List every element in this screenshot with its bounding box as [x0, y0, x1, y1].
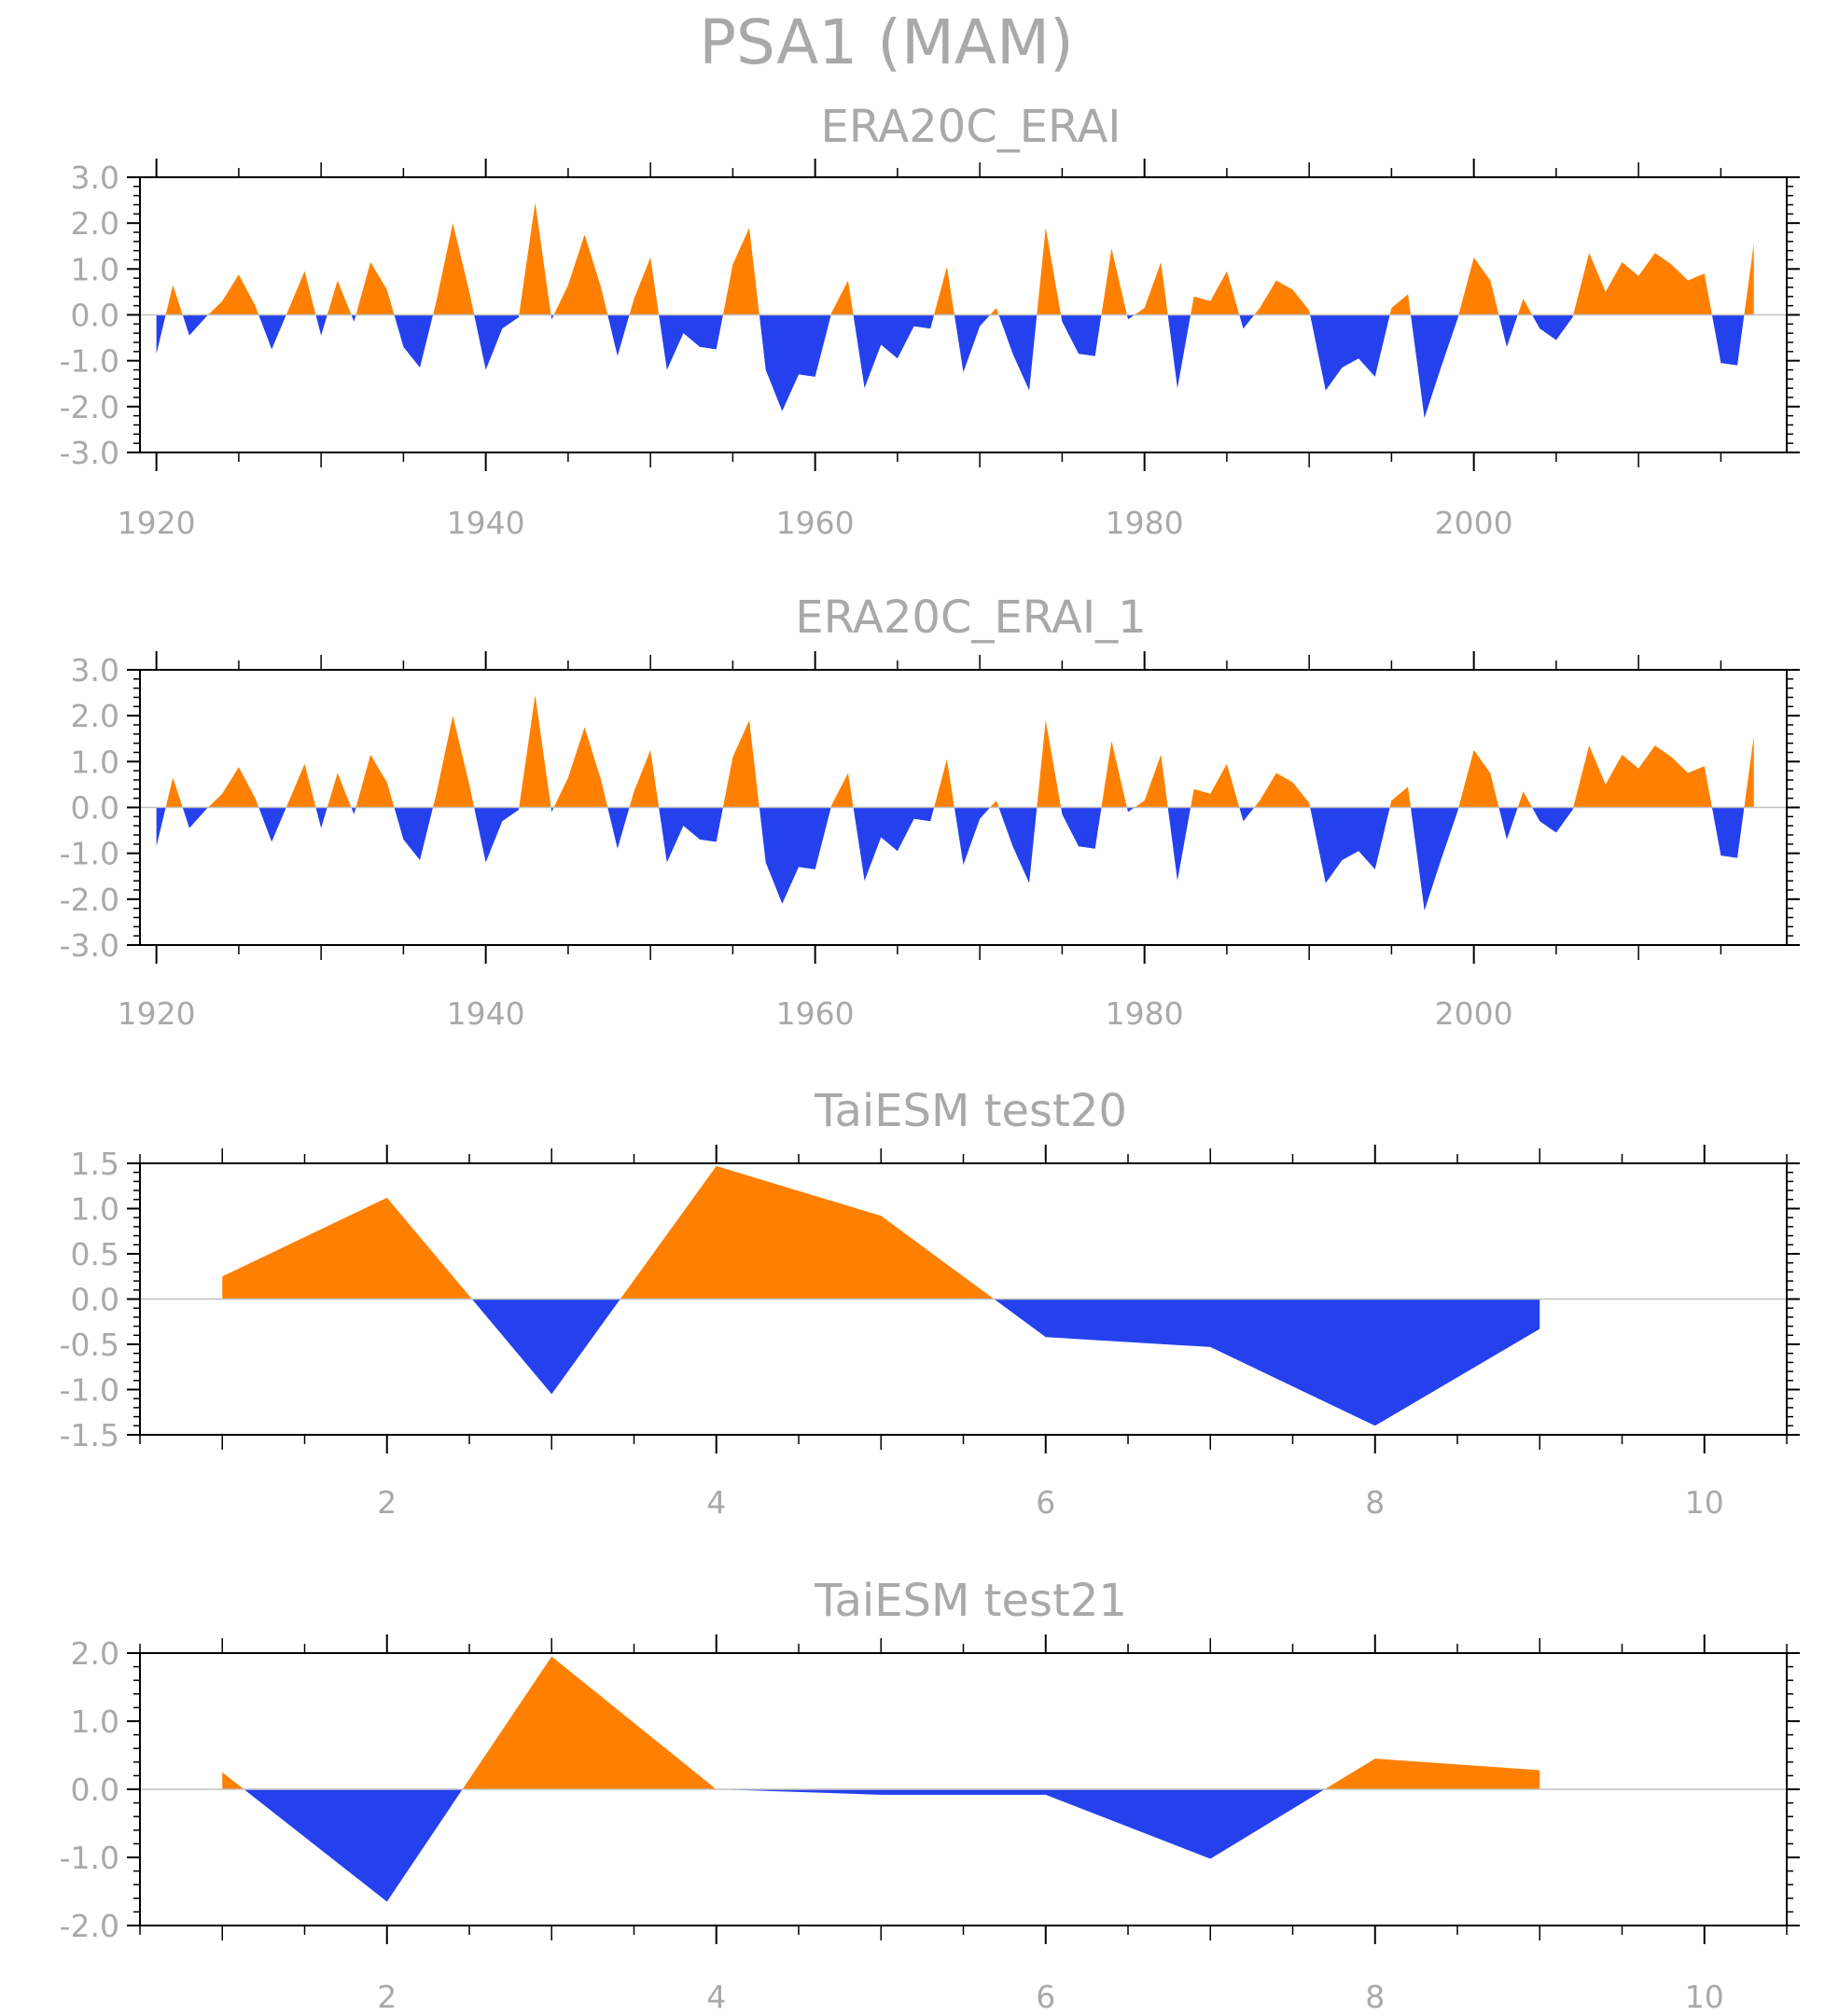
- x-tick-label: 1960: [776, 995, 855, 1032]
- chart-title: TaiESM test21: [814, 1575, 1127, 1627]
- y-tick-label: 0.0: [71, 790, 119, 827]
- y-tick-label: -2.0: [60, 1908, 119, 1944]
- x-tick-label: 2: [377, 1979, 397, 2012]
- y-tick-label: -1.0: [60, 1840, 119, 1876]
- y-tick-label: 1.0: [71, 1703, 119, 1740]
- y-tick-label: -1.0: [60, 1372, 119, 1409]
- x-tick-label: 2: [377, 1484, 397, 1521]
- chart-title: ERA20C_ERAI_1: [795, 591, 1146, 644]
- positive-area: [222, 1165, 995, 1300]
- chart-panel-3: TaiESM test20 -1.5 -1.0 -0.5 0.0 0.5 1.0 1.5 2 4 6…: [60, 1085, 1800, 1521]
- y-tick-label: 0.0: [71, 1282, 119, 1318]
- y-tick-label: -2.0: [60, 882, 119, 918]
- negative-area: [471, 1299, 1540, 1426]
- y-tick-label: 3.0: [71, 160, 119, 196]
- chart-title: TaiESM test20: [814, 1085, 1127, 1137]
- y-tick-label: -3.0: [60, 435, 119, 471]
- x-tick-label: 4: [706, 1484, 726, 1521]
- y-tick-label: 2.0: [71, 205, 119, 242]
- chart-panel-2: ERA20C_ERAI_1 -3.0 -2.0 -1.0 0.0 1.0 2.0 3.0 192…: [60, 591, 1800, 1032]
- x-tick-label: 1940: [447, 505, 525, 541]
- y-tick-label: 0.0: [71, 298, 119, 334]
- chart-title: ERA20C_ERAI: [821, 101, 1121, 153]
- x-tick-label: 2000: [1435, 505, 1513, 541]
- y-tick-label: 0.0: [71, 1772, 119, 1808]
- y-tick-label: 1.0: [71, 744, 119, 780]
- x-tick-label: 8: [1365, 1484, 1385, 1521]
- y-tick-label: 3.0: [71, 652, 119, 688]
- chart-panel-1: ERA20C_ERAI -3.0 -2.0 -1.0 0.0 1.0 2.0 3.0 1920 1…: [60, 101, 1800, 541]
- y-tick-label: 1.5: [71, 1146, 119, 1182]
- x-tick-label: 4: [706, 1979, 726, 2012]
- x-tick-label: 2000: [1435, 995, 1513, 1032]
- y-tick-label: -2.0: [60, 389, 119, 425]
- chart-panel-4: TaiESM test21 -2.0 -1.0 0.0 1.0 2.0 2 4 6 8 10: [60, 1575, 1800, 2015]
- y-tick-label: 1.0: [71, 1191, 119, 1228]
- x-tick-label: 8: [1365, 1979, 1385, 2012]
- x-tick-label: 1920: [118, 995, 196, 1032]
- negative-area: [244, 1789, 1325, 1902]
- x-tick-label: 1980: [1106, 995, 1184, 1032]
- x-tick-label: 10: [1685, 1484, 1724, 1521]
- y-tick-label: -1.0: [60, 836, 119, 872]
- positive-area: [165, 695, 1754, 808]
- y-tick-label: 0.5: [71, 1236, 119, 1272]
- x-tick-label: 10: [1685, 1979, 1724, 2012]
- x-tick-label: 1920: [118, 505, 196, 541]
- figure-title: PSA1 (MAM): [699, 7, 1074, 78]
- negative-area: [156, 314, 1745, 419]
- y-tick-label: 1.0: [71, 251, 119, 287]
- y-tick-label: 2.0: [71, 698, 119, 734]
- y-tick-label: -3.0: [60, 927, 119, 964]
- x-tick-label: 6: [1036, 1484, 1055, 1521]
- positive-area: [165, 202, 1754, 315]
- positive-area: [222, 1656, 1540, 1789]
- negative-area: [156, 807, 1745, 911]
- x-tick-label: 6: [1036, 1979, 1055, 2012]
- x-tick-label: 1960: [776, 505, 855, 541]
- y-tick-label: -1.5: [60, 1417, 119, 1453]
- x-tick-label: 1980: [1106, 505, 1184, 541]
- y-tick-label: 2.0: [71, 1635, 119, 1672]
- y-tick-label: -0.5: [60, 1327, 119, 1363]
- x-tick-label: 1940: [447, 995, 525, 1032]
- y-tick-label: -1.0: [60, 343, 119, 380]
